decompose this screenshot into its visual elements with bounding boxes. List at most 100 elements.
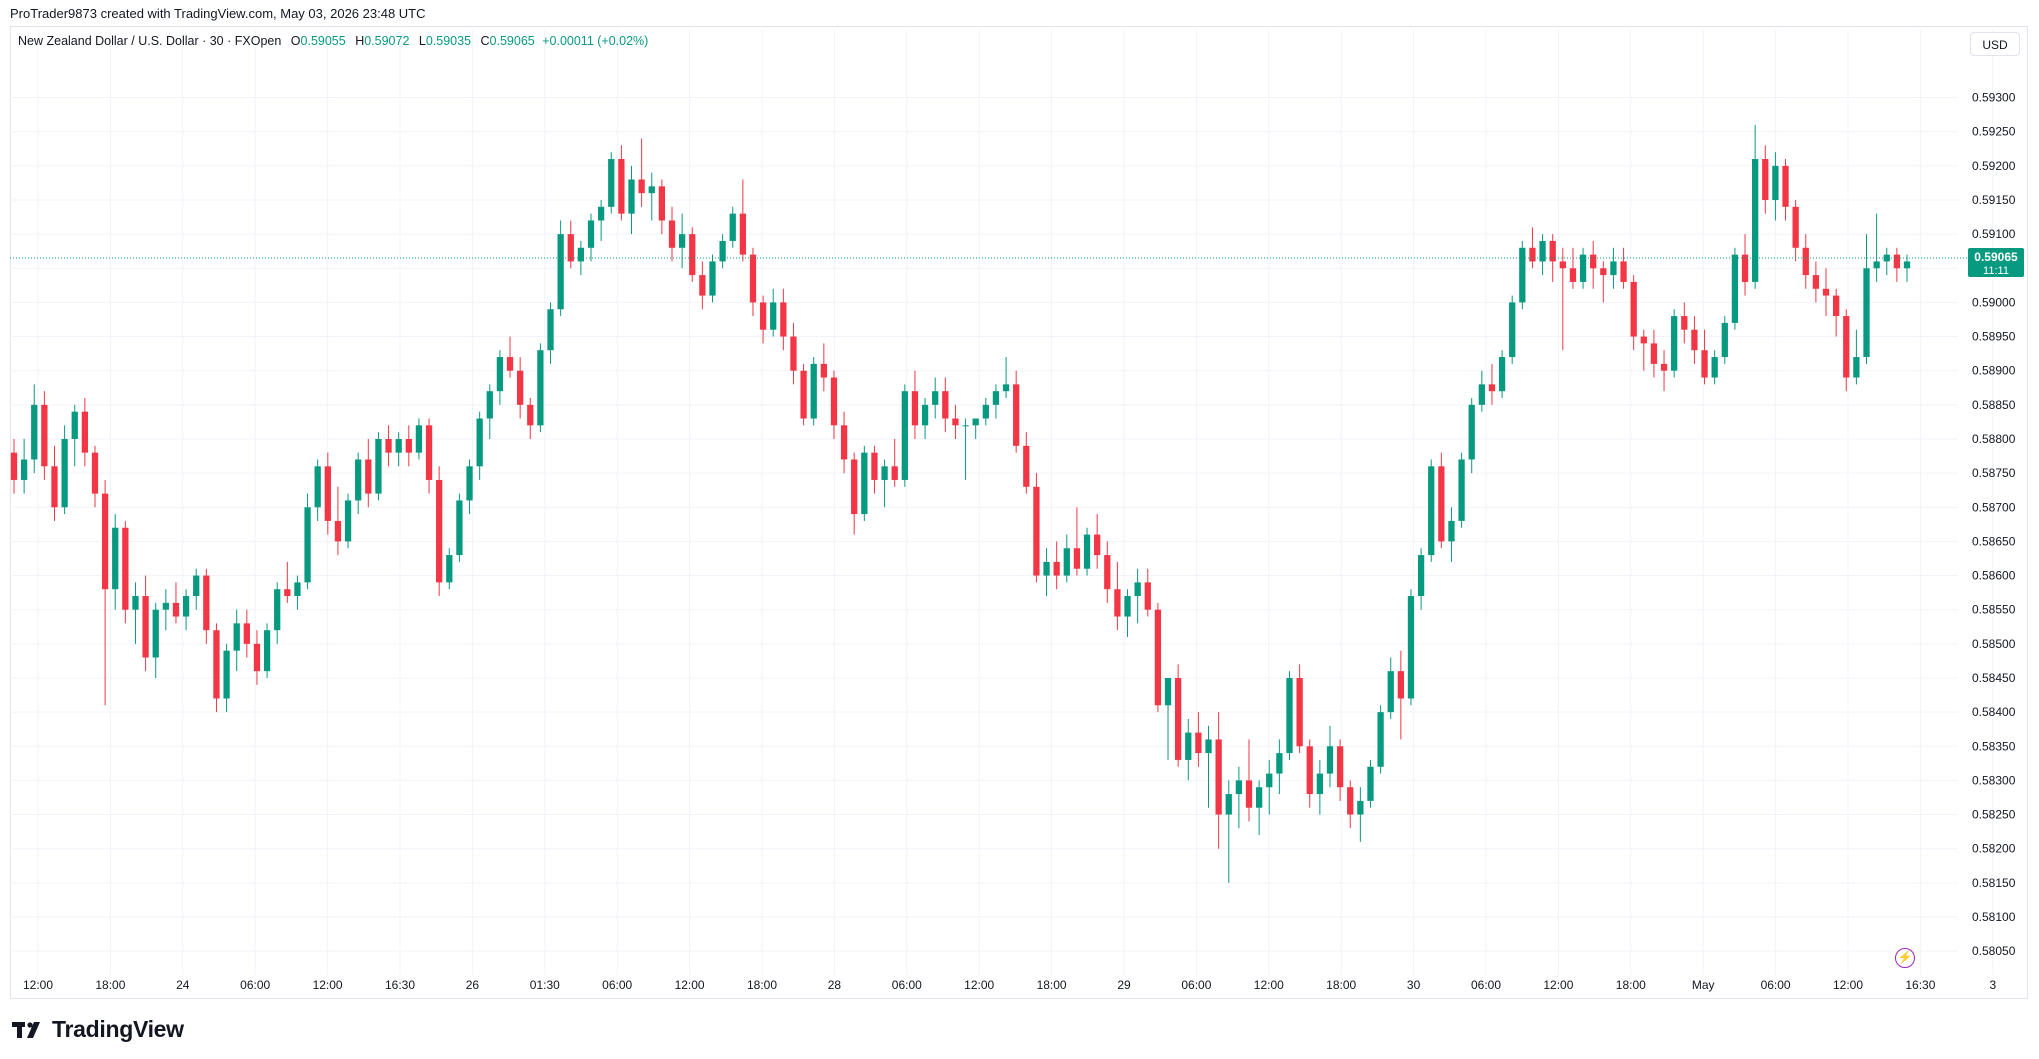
lightning-icon[interactable]: ⚡ — [1895, 948, 1915, 968]
candle-body — [10, 452, 18, 480]
candle — [709, 254, 716, 303]
candle — [1286, 671, 1293, 760]
candle — [759, 295, 767, 344]
candle — [1175, 664, 1182, 767]
candle — [365, 438, 372, 508]
candle — [1448, 507, 1455, 562]
candle-body — [1387, 671, 1394, 713]
time-axis: 12:00 18:00 24 06:00 12:00 16:30 26 01:30 06:00 1… — [23, 978, 1996, 992]
candle — [1023, 432, 1030, 494]
candle-body — [1579, 254, 1587, 282]
tradingview-logo[interactable]: TradingView — [12, 1016, 184, 1043]
candle — [678, 213, 686, 269]
candle-body — [1488, 384, 1496, 392]
candle-body — [1853, 357, 1860, 378]
candle — [1094, 514, 1101, 569]
candle — [1873, 213, 1880, 282]
candle-body — [1195, 732, 1202, 754]
candle — [233, 609, 240, 672]
candle — [1033, 473, 1040, 583]
candle — [628, 165, 635, 235]
candle-body — [385, 438, 392, 453]
candle — [597, 199, 605, 241]
time-tick-label: 30 — [1407, 978, 1421, 992]
candle — [1640, 329, 1647, 371]
price-axis: 0.59300 0.59250 0.59200 0.59150 0.59100 0.590… — [1972, 91, 2016, 959]
candle-body — [1276, 753, 1283, 774]
time-tick-label: 12:00 — [313, 978, 343, 992]
candle — [1306, 739, 1313, 808]
candle-body — [1336, 746, 1344, 788]
candle — [1063, 534, 1070, 583]
candle-body — [921, 404, 929, 426]
candle — [800, 363, 807, 426]
candle — [1235, 766, 1243, 829]
symbol-description[interactable]: New Zealand Dollar / U.S. Dollar · 30 · … — [18, 34, 282, 48]
candle — [334, 486, 342, 556]
candle-body — [405, 438, 412, 453]
price-tick-label: 0.58150 — [1972, 876, 2016, 890]
candle-body — [1873, 261, 1880, 269]
candle-body — [20, 459, 28, 480]
candle — [719, 234, 726, 269]
candle — [1893, 247, 1901, 282]
price-tick-label: 0.58400 — [1972, 705, 2016, 719]
candle-body — [486, 391, 493, 419]
time-tick-label: 18:00 — [1616, 978, 1646, 992]
candle-body — [608, 159, 615, 207]
candle — [1488, 363, 1496, 405]
candle-body — [719, 240, 726, 262]
time-tick-label: 28 — [828, 978, 842, 992]
candle — [31, 384, 38, 474]
candle — [1428, 459, 1435, 562]
candle-body — [304, 507, 311, 583]
candle — [1711, 350, 1718, 385]
candle-body — [1721, 322, 1728, 358]
price-tick-label: 0.59300 — [1972, 91, 2016, 105]
price-tick-label: 0.59100 — [1972, 227, 2016, 241]
candle — [1833, 288, 1840, 337]
candle — [405, 425, 412, 467]
candle-body — [1134, 582, 1141, 597]
candle — [1468, 398, 1475, 474]
candle — [1812, 261, 1820, 303]
candle — [1559, 247, 1566, 351]
candle-body — [1164, 677, 1172, 706]
candle-body — [1671, 316, 1678, 371]
candle-body — [375, 438, 382, 494]
candle — [1154, 602, 1162, 713]
candle — [1671, 309, 1678, 378]
candle-body — [1741, 254, 1749, 282]
candle — [1579, 247, 1587, 289]
candle-body — [1073, 548, 1081, 569]
candle-body — [1610, 261, 1617, 276]
time-tick-label: 16:30 — [1905, 978, 1935, 992]
candle-body — [618, 159, 625, 214]
candle-body — [31, 404, 38, 460]
candle-body — [162, 602, 169, 610]
candle-body — [263, 630, 271, 672]
candle — [567, 220, 574, 269]
candle — [901, 384, 908, 487]
candle — [527, 398, 534, 439]
candle — [446, 548, 453, 590]
candle-body — [1468, 404, 1475, 460]
candle — [1296, 664, 1303, 754]
candle-body — [962, 425, 969, 427]
candle — [506, 336, 514, 378]
candle — [1782, 159, 1789, 221]
candle-body — [1448, 520, 1455, 542]
candle — [476, 411, 483, 480]
currency-button[interactable]: USD — [1970, 32, 2020, 56]
candle-body — [1417, 555, 1425, 597]
candle-body — [780, 302, 787, 337]
candle — [274, 582, 281, 644]
candle-body — [759, 302, 767, 330]
candle — [1529, 227, 1536, 269]
candle — [790, 322, 797, 385]
price-tick-label: 0.59000 — [1972, 295, 2016, 309]
candle-body — [527, 404, 534, 426]
time-tick-label: May — [1692, 978, 1715, 992]
candle — [1134, 568, 1141, 624]
